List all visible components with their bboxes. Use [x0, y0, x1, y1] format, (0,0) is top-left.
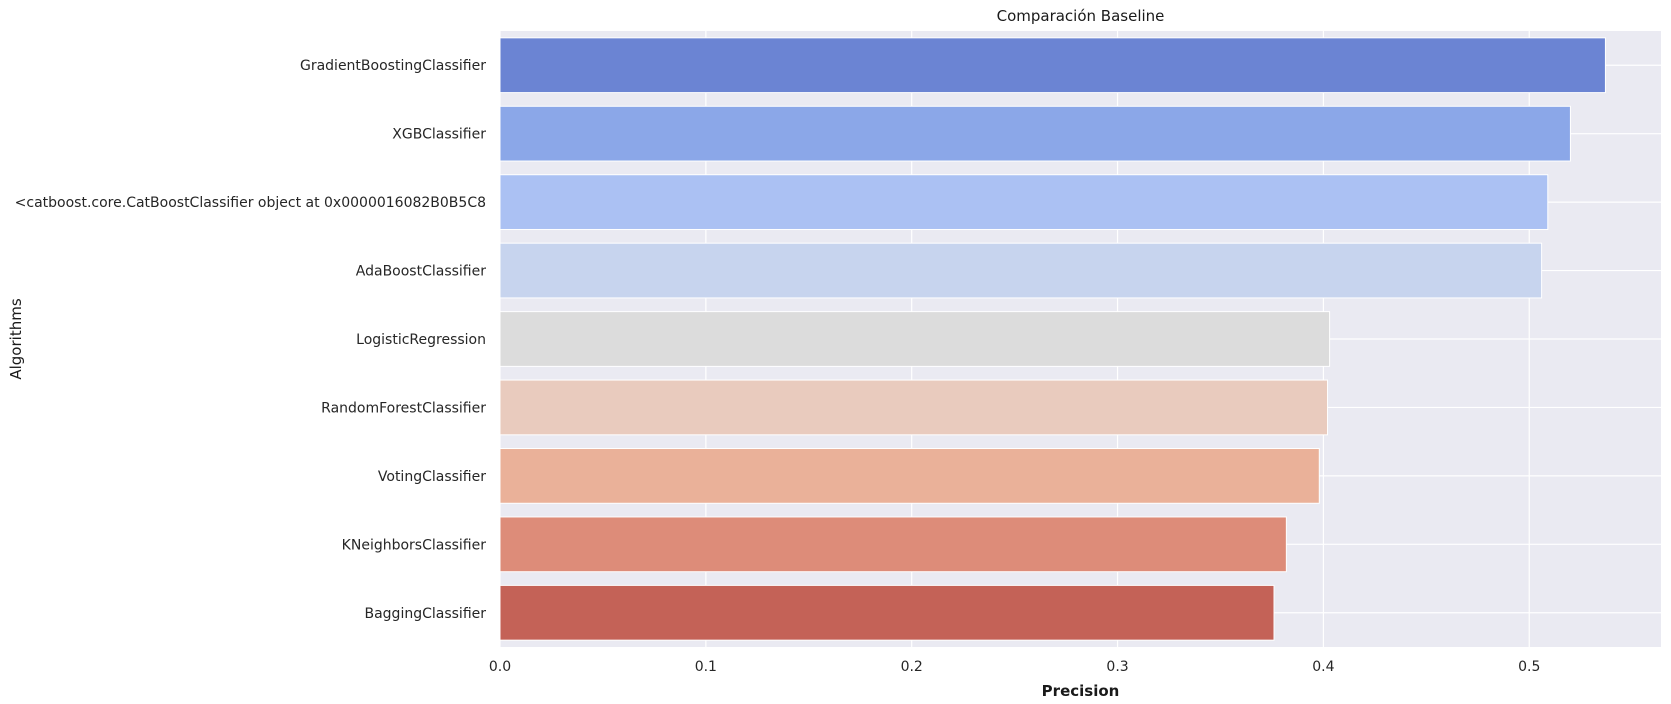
- y-tick-label: KNeighborsClassifier: [342, 537, 487, 553]
- bar: [499, 242, 1543, 299]
- x-tick-label: 0.5: [1518, 659, 1540, 675]
- y-tick-label: RandomForestClassifier: [321, 400, 486, 416]
- bar: [499, 174, 1549, 230]
- y-tick-label: BaggingClassifier: [364, 606, 486, 622]
- x-tick-label: 0.3: [1106, 659, 1128, 675]
- y-tick-label: LogisticRegression: [356, 332, 486, 348]
- bar: [499, 37, 1606, 94]
- x-axis-label: Precision: [1042, 682, 1120, 700]
- chart-title: Comparación Baseline: [997, 7, 1165, 25]
- bar: [499, 105, 1571, 162]
- x-tick-labels: 0.0 0.1 0.2 0.3 0.4 0.5: [489, 659, 1541, 675]
- bar: [499, 516, 1287, 573]
- x-tick-label: 0.1: [695, 659, 717, 675]
- bar: [499, 379, 1329, 436]
- x-tick-label: 0.0: [489, 659, 511, 675]
- bar: [499, 311, 1331, 367]
- y-axis-label: Algorithms: [7, 298, 25, 379]
- x-tick-label: 0.2: [901, 659, 923, 675]
- y-tick-label: AdaBoostClassifier: [356, 264, 486, 280]
- bars: [499, 37, 1606, 641]
- y-tick-label: VotingClassifier: [378, 469, 486, 485]
- x-tick-label: 0.4: [1312, 659, 1334, 675]
- y-tick-label: XGBClassifier: [392, 127, 486, 143]
- y-tick-label: <catboost.core.CatBoostClassifier object…: [15, 195, 486, 211]
- y-tick-labels: GradientBoostingClassifier XGBClassifier <…: [15, 58, 487, 622]
- y-tick-label: GradientBoostingClassifier: [300, 58, 486, 74]
- bar: [499, 448, 1320, 504]
- bar: [499, 584, 1275, 641]
